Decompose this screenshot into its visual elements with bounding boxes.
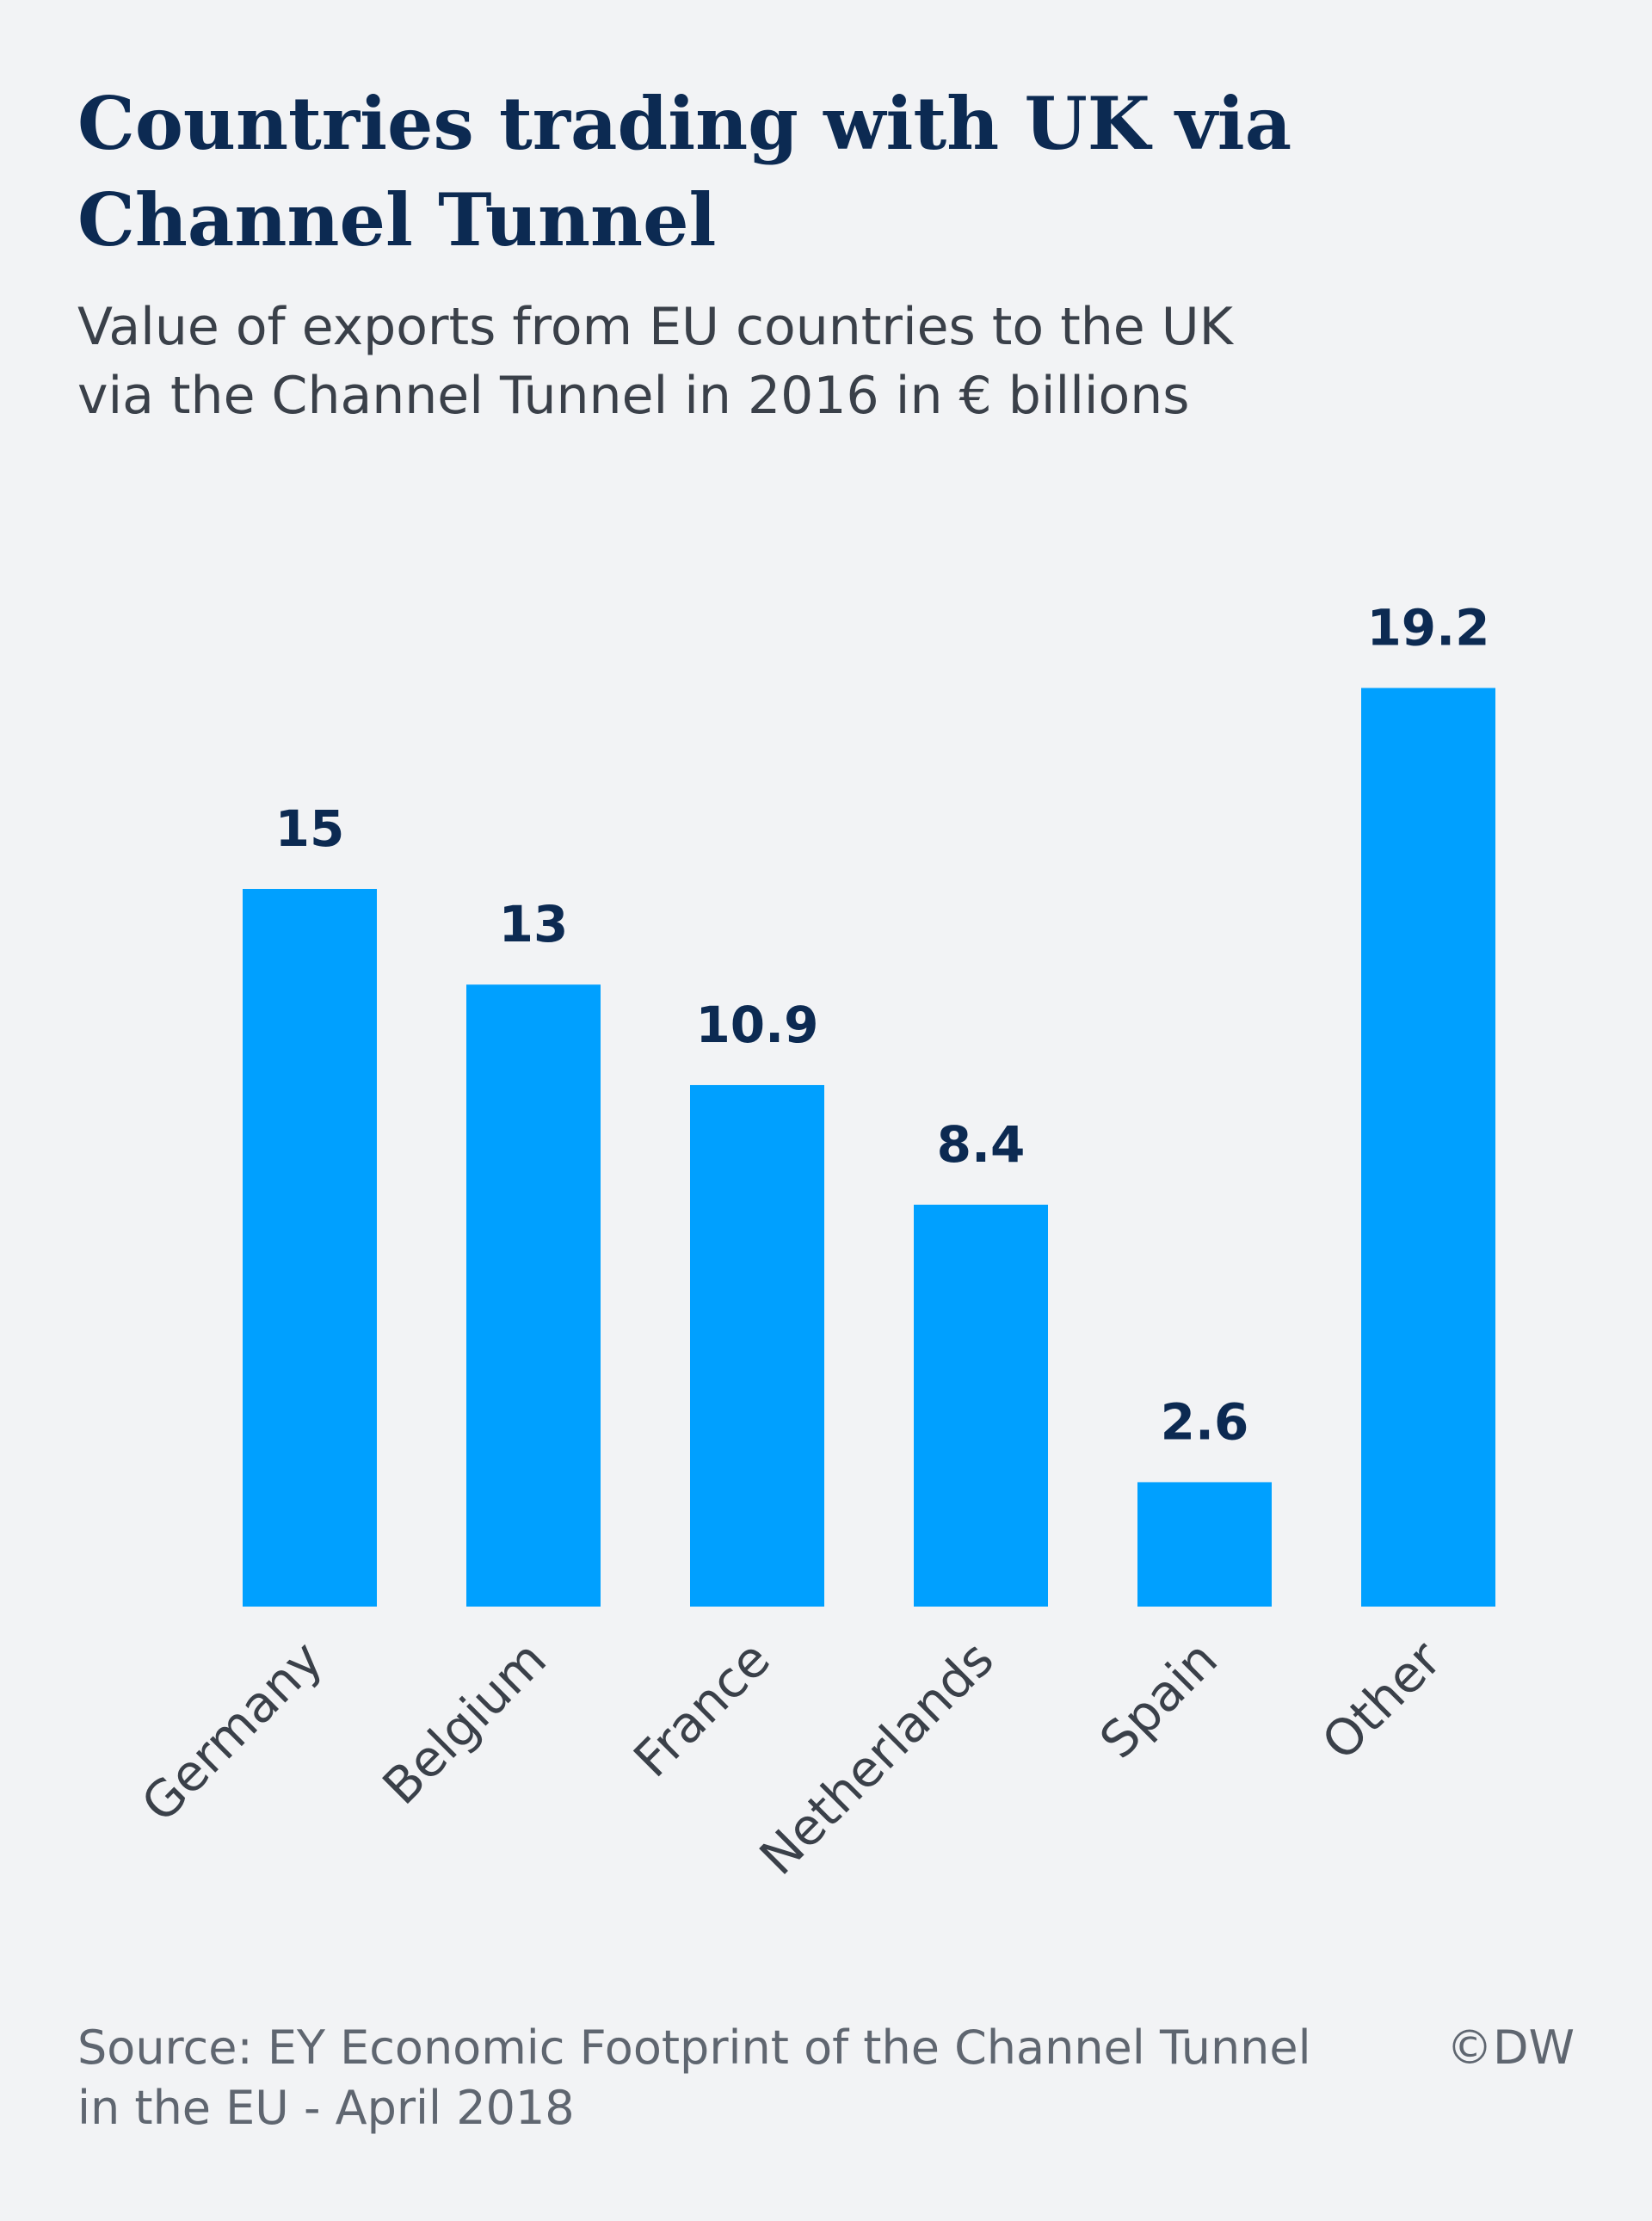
category-label-germany: Germany xyxy=(130,1630,334,1834)
bar-netherlands xyxy=(914,1204,1048,1607)
bar-spain xyxy=(1137,1482,1272,1607)
chart-subtitle-line-1: Value of exports from EU countries to th… xyxy=(77,297,1233,357)
value-label-belgium: 13 xyxy=(499,895,569,953)
chart-title-line-1: Countries trading with UK via xyxy=(77,81,1292,166)
source-note: Source: EY Economic Footprint of the Cha… xyxy=(77,2018,1454,2138)
category-label-other: Other xyxy=(1310,1630,1452,1772)
chart-subtitle: Value of exports from EU countries to th… xyxy=(77,293,1592,430)
value-label-other: 19.2 xyxy=(1366,598,1489,657)
value-label-france: 10.9 xyxy=(695,996,818,1054)
value-label-spain: 2.6 xyxy=(1161,1392,1249,1451)
bar-belgium xyxy=(466,984,601,1607)
category-label-spain: Spain xyxy=(1088,1630,1229,1770)
value-label-netherlands: 8.4 xyxy=(937,1115,1026,1174)
chart-subtitle-line-2: via the Channel Tunnel in 2016 in € bill… xyxy=(77,366,1190,426)
chart-title-line-2: Channel Tunnel xyxy=(77,177,717,262)
category-label-belgium: Belgium xyxy=(372,1630,558,1816)
category-label-france: France xyxy=(622,1630,780,1788)
bar-germany xyxy=(243,889,377,1607)
category-label-netherlands: Netherlands xyxy=(749,1630,1005,1886)
dw-credit: ©DW xyxy=(1446,2020,1575,2075)
bar-france xyxy=(690,1084,824,1607)
source-note-line-2: in the EU - April 2018 xyxy=(77,2081,575,2135)
chart-title: Countries trading with UK via Channel Tu… xyxy=(77,76,1540,268)
bar-other xyxy=(1361,688,1495,1607)
value-label-germany: 15 xyxy=(275,799,345,858)
source-note-line-1: Source: EY Economic Footprint of the Cha… xyxy=(77,2020,1311,2075)
bar-chart: 15 Germany 13 Belgium 10.9 France 8.4 Netherlan… xyxy=(130,598,1495,1886)
